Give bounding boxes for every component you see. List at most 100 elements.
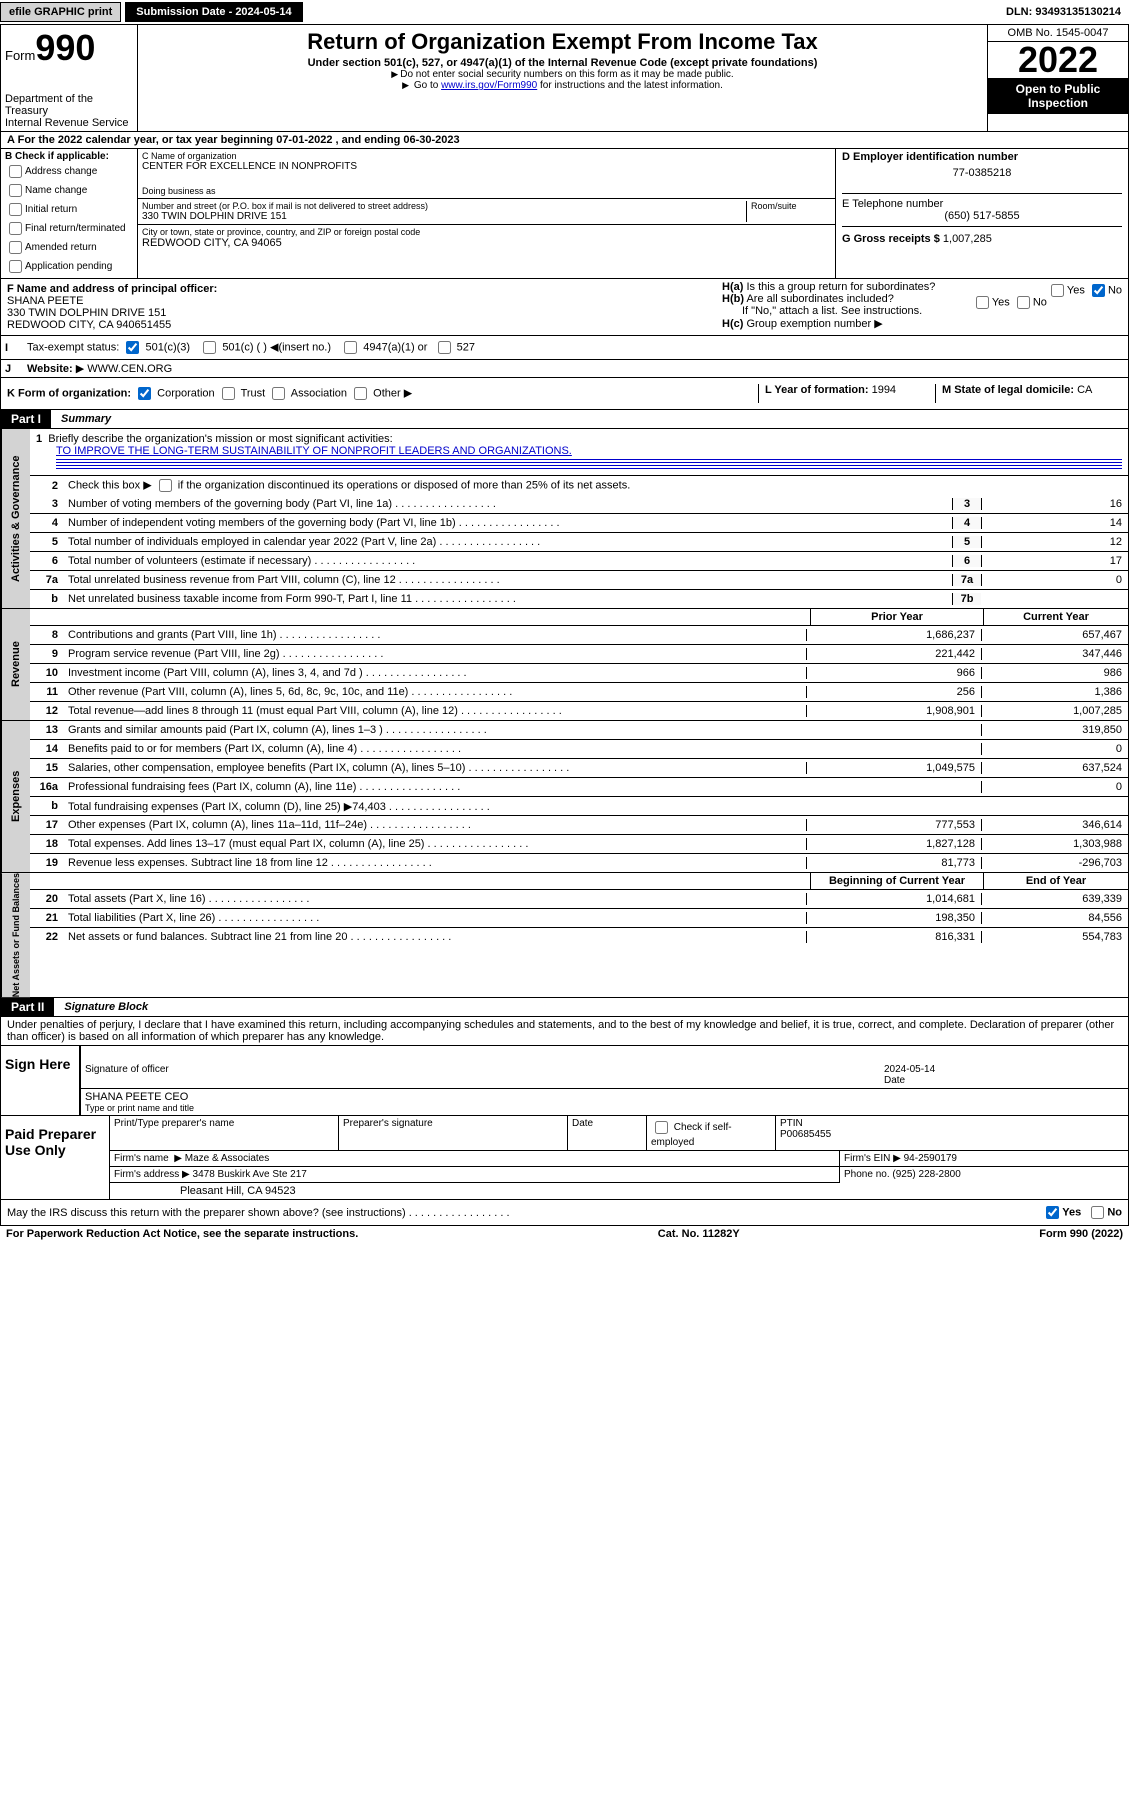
cb-assoc[interactable] — [272, 387, 285, 400]
submission-date-button[interactable]: Submission Date - 2024-05-14 — [125, 2, 302, 22]
type-name-label: Type or print name and title — [85, 1103, 1124, 1113]
cb-ha-no[interactable] — [1092, 284, 1105, 297]
line-box: 7b — [952, 593, 981, 605]
line-prior: 256 — [806, 686, 981, 698]
cb-self-employed[interactable] — [655, 1121, 668, 1134]
line-current: 0 — [981, 781, 1128, 793]
ssn-note: Do not enter social security numbers on … — [142, 69, 983, 80]
part1-header: Part ISummary — [0, 410, 1129, 429]
line-current: 1,386 — [981, 686, 1128, 698]
line-desc: Net unrelated business taxable income fr… — [64, 593, 952, 605]
firm-addr-label: Firm's address — [114, 1169, 179, 1180]
ptin-val: P00685455 — [780, 1129, 831, 1140]
cb-amended[interactable] — [9, 241, 22, 254]
line-current: 319,850 — [981, 724, 1128, 736]
cb-initial-return[interactable] — [9, 203, 22, 216]
line-prior: 1,049,575 — [806, 762, 981, 774]
line-num: 18 — [30, 838, 64, 850]
cb-501c[interactable] — [203, 341, 216, 354]
irs-link[interactable]: www.irs.gov/Form990 — [441, 80, 537, 91]
line-num: b — [30, 800, 64, 812]
part1-title: Summary — [51, 411, 121, 427]
discuss-text: May the IRS discuss this return with the… — [7, 1207, 406, 1219]
goto-suffix: for instructions and the latest informat… — [537, 80, 723, 91]
line-desc: Benefits paid to or for members (Part IX… — [64, 743, 806, 755]
cb-hb-yes[interactable] — [976, 296, 989, 309]
line-num: 17 — [30, 819, 64, 831]
cb-discontinued[interactable] — [159, 479, 172, 492]
cb-4947[interactable] — [344, 341, 357, 354]
row-j: J Website: ▶ WWW.CEN.ORG — [0, 360, 1129, 378]
dln-text: DLN: 93493135130214 — [1006, 6, 1129, 18]
year-formation: 1994 — [872, 384, 896, 396]
cb-501c3[interactable] — [126, 341, 139, 354]
current-year-hdr: Current Year — [983, 609, 1128, 625]
k-label: K Form of organization: — [7, 387, 131, 399]
paperwork-notice: For Paperwork Reduction Act Notice, see … — [6, 1228, 358, 1240]
k-opt-3: Other — [373, 387, 401, 399]
gross-receipts: 1,007,285 — [943, 233, 992, 245]
line-num: b — [30, 593, 64, 605]
ein: 77-0385218 — [842, 167, 1122, 179]
k-opt-2: Association — [291, 387, 347, 399]
cb-discuss-yes[interactable] — [1046, 1206, 1059, 1219]
line-current: 0 — [981, 743, 1128, 755]
ha-text: Is this a group return for subordinates? — [746, 281, 935, 293]
begin-year-hdr: Beginning of Current Year — [810, 873, 983, 889]
rev-line-8: 8 Contributions and grants (Part VIII, l… — [30, 626, 1128, 645]
cb-final-return[interactable] — [9, 222, 22, 235]
declaration: Under penalties of perjury, I declare th… — [0, 1017, 1129, 1046]
line-num: 13 — [30, 724, 64, 736]
i-opt-4: 527 — [457, 341, 475, 353]
cb-trust[interactable] — [222, 387, 235, 400]
efile-print-button[interactable]: efile GRAPHIC print — [0, 2, 121, 22]
sign-here-block: Sign Here Signature of officer 2024-05-1… — [0, 1046, 1129, 1116]
cb-527[interactable] — [438, 341, 451, 354]
col-c: C Name of organization CENTER FOR EXCELL… — [138, 149, 836, 278]
sig-date-val: 2024-05-14 — [884, 1064, 1124, 1075]
cb-app-pending[interactable] — [9, 260, 22, 273]
line-desc: Number of voting members of the governin… — [64, 498, 952, 510]
l-label: L Year of formation: — [765, 384, 869, 396]
end-year-hdr: End of Year — [983, 873, 1128, 889]
line-desc: Total number of volunteers (estimate if … — [64, 555, 952, 567]
rev-line-11: 11 Other revenue (Part VIII, column (A),… — [30, 683, 1128, 702]
line-desc: Contributions and grants (Part VIII, lin… — [64, 629, 806, 641]
line-num: 8 — [30, 629, 64, 641]
hb-note: If "No," attach a list. See instructions… — [742, 305, 1122, 317]
hb-yes: Yes — [992, 296, 1010, 308]
cb-name-change[interactable] — [9, 184, 22, 197]
cb-ha-yes[interactable] — [1051, 284, 1064, 297]
officer-addr2: REDWOOD CITY, CA 940651455 — [7, 319, 710, 331]
cb-address-change[interactable] — [9, 165, 22, 178]
line-num: 16a — [30, 781, 64, 793]
cb-other[interactable] — [354, 387, 367, 400]
row-i: I Tax-exempt status: 501(c)(3) 501(c) ( … — [0, 336, 1129, 360]
row-klm: K Form of organization: Corporation Trus… — [0, 378, 1129, 410]
cb-discuss-no[interactable] — [1091, 1206, 1104, 1219]
j-label: Website: — [27, 363, 73, 375]
m-label: M State of legal domicile: — [942, 384, 1074, 396]
side-governance: Activities & Governance — [1, 429, 30, 608]
line-prior: 221,442 — [806, 648, 981, 660]
b-label: B Check if applicable: — [5, 151, 133, 162]
cb-hb-no[interactable] — [1017, 296, 1030, 309]
line-desc: Professional fundraising fees (Part IX, … — [64, 781, 806, 793]
b-opt-0: Address change — [25, 166, 97, 177]
year-box: OMB No. 1545-0047 2022 Open to Public In… — [987, 25, 1128, 131]
rev-line-12: 12 Total revenue—add lines 8 through 11 … — [30, 702, 1128, 720]
line-prior: 1,686,237 — [806, 629, 981, 641]
line-desc: Revenue less expenses. Subtract line 18 … — [64, 857, 806, 869]
part2-title: Signature Block — [54, 999, 158, 1015]
firm-addr2: Pleasant Hill, CA 94523 — [110, 1183, 1128, 1199]
row-a: A For the 2022 calendar year, or tax yea… — [0, 132, 1129, 149]
gov-line-3: 3 Number of voting members of the govern… — [30, 495, 1128, 514]
line-val: 17 — [981, 555, 1128, 567]
cb-corp[interactable] — [138, 387, 151, 400]
b-opt-3: Final return/terminated — [25, 223, 126, 234]
part2-label: Part II — [1, 998, 54, 1016]
line-val: 16 — [981, 498, 1128, 510]
discuss-yes: Yes — [1062, 1207, 1081, 1219]
line-desc: Total liabilities (Part X, line 26) — [64, 912, 806, 924]
line-current: 1,303,988 — [981, 838, 1128, 850]
